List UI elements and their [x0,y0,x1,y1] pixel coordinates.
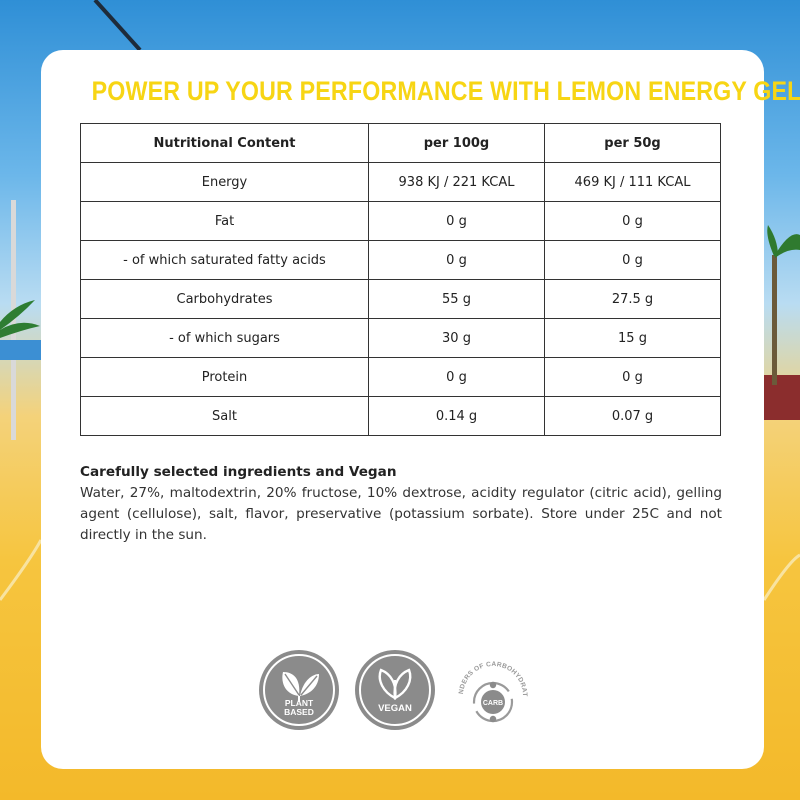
row-value-per-100g: 938 KJ / 221 KCAL [368,162,545,202]
vegan-leaf-icon [378,668,412,700]
ingredients-heading: Carefully selected ingredients and Vegan [80,464,397,480]
page-title: POWER UP YOUR PERFORMANCE WITH LEMON ENE… [91,76,800,106]
row-value-per-50g: 0.07 g [544,396,721,436]
row-value-per-50g: 0 g [544,240,721,280]
info-card: POWER UP YOUR PERFORMANCE WITH LEMON ENE… [41,50,800,769]
vegan-badge: VEGAN [355,650,435,730]
row-label: Fat [80,201,369,241]
table-row: Energy 938 KJ / 221 KCAL 469 KJ / 111 KC… [80,162,721,202]
row-label: Energy [80,162,369,202]
row-label: Salt [80,396,369,436]
plant-based-line1: PLANT [284,698,314,708]
carb-arc-text: WONDERS OF CARBOHYDRATES [448,645,528,697]
row-value-per-100g: 55 g [368,279,545,319]
row-value-per-50g: 27.5 g [544,279,721,319]
row-label: Carbohydrates [80,279,369,319]
row-value-per-50g: 0 g [544,357,721,397]
row-label: - of which saturated fatty acids [80,240,369,280]
nutrition-table: Nutritional Content per 100g per 50g Ene… [80,123,721,436]
row-value-per-100g: 30 g [368,318,545,358]
row-value-per-100g: 0.14 g [368,396,545,436]
row-label: Protein [80,357,369,397]
header-per-50g: per 50g [544,123,721,163]
table-header-row: Nutritional Content per 100g per 50g [80,123,721,163]
table-row: Salt 0.14 g 0.07 g [80,396,721,436]
row-value-per-50g: 0 g [544,201,721,241]
table-row: Protein 0 g 0 g [80,357,721,397]
row-value-per-100g: 0 g [368,201,545,241]
carb-badge: WONDERS OF CARBOHYDRATES CARB [448,645,535,734]
table-row: - of which sugars 30 g 15 g [80,318,721,358]
row-value-per-100g: 0 g [368,357,545,397]
plant-based-line2: BASED [284,707,314,717]
row-label: - of which sugars [80,318,369,358]
svg-text:WONDERS OF CARBOHYDRATES: WONDERS OF CARBOHYDRATES [451,650,528,697]
header-nutritional-content: Nutritional Content [80,123,369,163]
ingredients-text: Water, 27%, maltodextrin, 20% fructose, … [80,485,722,543]
vegan-label: VEGAN [378,703,412,714]
plant-based-badge: PLANT BASED [259,650,339,730]
table-row: - of which saturated fatty acids 0 g 0 g [80,240,721,280]
header-per-100g: per 100g [368,123,545,163]
carb-center-label: CARB [483,700,503,707]
badge-row: PLANT BASED VEGAN WONDERS OF CARBOHYDRAT… [259,645,535,734]
table-row: Carbohydrates 55 g 27.5 g [80,279,721,319]
ingredients-section: Carefully selected ingredients and Vegan… [80,462,722,546]
carb-cycle-icon: WONDERS OF CARBOHYDRATES CARB [448,645,528,723]
row-value-per-100g: 0 g [368,240,545,280]
row-value-per-50g: 15 g [544,318,721,358]
row-value-per-50g: 469 KJ / 111 KCAL [544,162,721,202]
plant-based-label: PLANT BASED [259,699,339,717]
leaf-icon [282,672,319,702]
table-row: Fat 0 g 0 g [80,201,721,241]
